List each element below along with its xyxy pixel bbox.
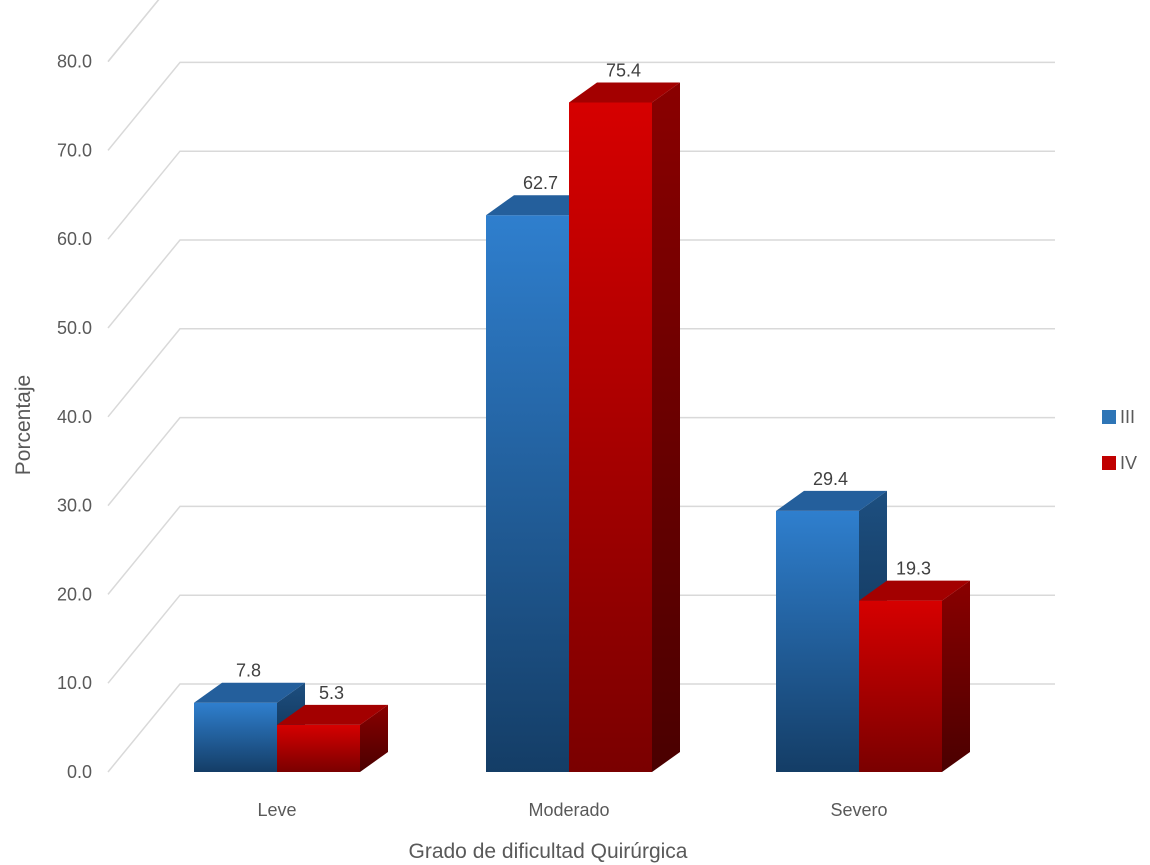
- y-tick-label: 40.0: [57, 407, 92, 427]
- data-label: 19.3: [896, 559, 931, 579]
- bar-top: [859, 580, 970, 601]
- data-label: 75.4: [606, 60, 641, 80]
- gridlines: [107, 0, 1055, 773]
- bar-side: [360, 704, 388, 772]
- y-tick-label: 80.0: [57, 52, 92, 72]
- data-labels: 7.8 5.3 62.7 75.4 29.4 19.3: [236, 60, 931, 702]
- bar-front: [486, 215, 569, 772]
- y-tick-label: 70.0: [57, 140, 92, 160]
- x-tick-label: Moderado: [528, 800, 609, 820]
- gridline: [107, 0, 160, 63]
- bar[interactable]: [277, 704, 388, 772]
- y-tick-label: 50.0: [57, 318, 92, 338]
- gridline: [107, 239, 1055, 329]
- x-tick-label: Severo: [830, 800, 887, 820]
- gridline: [107, 328, 1055, 418]
- legend-swatch: [1102, 410, 1116, 424]
- gridline: [107, 594, 1055, 684]
- gridline: [107, 505, 1055, 595]
- x-axis-categories: Leve Moderado Severo: [257, 800, 887, 820]
- bar-front: [776, 510, 859, 772]
- legend-swatch: [1102, 456, 1116, 470]
- bar-side: [942, 580, 970, 772]
- bar[interactable]: [569, 82, 680, 772]
- gridline: [107, 0, 160, 63]
- gridline: [107, 416, 1055, 507]
- bar-top: [776, 490, 887, 511]
- y-axis-title: Porcentaje: [12, 375, 35, 475]
- bar-top: [277, 704, 388, 725]
- legend-item[interactable]: IV: [1102, 453, 1137, 473]
- legend-label: IV: [1120, 453, 1137, 473]
- bar-front: [859, 600, 942, 772]
- y-tick-label: 10.0: [57, 673, 92, 693]
- y-tick-label: 30.0: [57, 496, 92, 516]
- y-tick-label: 0.0: [67, 762, 92, 782]
- bar-front: [569, 102, 652, 772]
- bar-front: [194, 702, 277, 772]
- legend-item[interactable]: III: [1102, 407, 1135, 427]
- y-tick-label: 20.0: [57, 584, 92, 604]
- y-tick-label: 60.0: [57, 229, 92, 249]
- bars: [194, 82, 970, 772]
- data-label: 7.8: [236, 661, 261, 681]
- x-axis-title: Grado de dificultad Quirúrgica: [409, 840, 688, 863]
- y-axis-ticks: 0.0 10.0 20.0 30.0 40.0 50.0 60.0 70.0 80.0: [57, 52, 92, 782]
- data-label: 5.3: [319, 683, 344, 703]
- data-label: 29.4: [813, 469, 848, 489]
- bar-side: [652, 82, 680, 772]
- legend-label: III: [1120, 407, 1135, 427]
- bar-top: [194, 682, 305, 703]
- bar[interactable]: [859, 580, 970, 772]
- bar-front: [277, 724, 360, 772]
- gridline: [107, 150, 1055, 240]
- x-tick-label: Leve: [257, 800, 296, 820]
- data-label: 62.7: [523, 173, 558, 193]
- gridline: [107, 61, 1055, 151]
- gridline: [107, 683, 1055, 773]
- legend[interactable]: III IV: [1102, 407, 1137, 473]
- bar-top: [569, 82, 680, 103]
